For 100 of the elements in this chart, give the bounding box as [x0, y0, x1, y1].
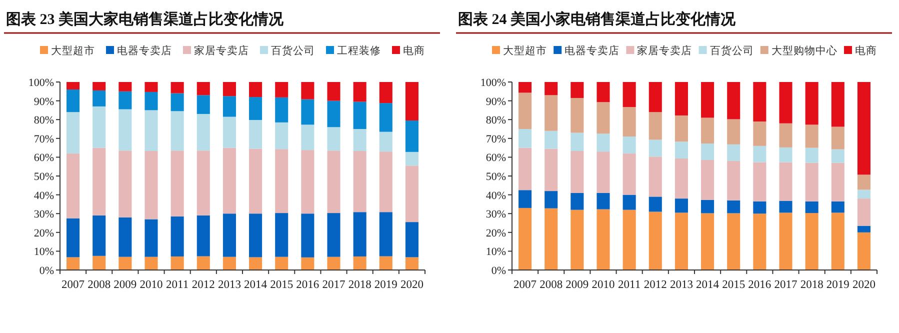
bar	[674, 198, 688, 213]
bar	[831, 201, 844, 213]
bar	[518, 92, 532, 129]
legend-label: 大型超市	[51, 44, 95, 57]
bar	[353, 256, 366, 270]
bar	[648, 82, 662, 112]
bar	[327, 256, 340, 270]
bar	[831, 162, 844, 202]
bar	[144, 219, 158, 257]
bar	[353, 212, 366, 256]
bar	[405, 222, 418, 258]
bar	[196, 150, 210, 216]
bar	[701, 160, 714, 200]
chart-title: 图表 24 美国小家电销售渠道占比变化情况	[458, 10, 736, 28]
bar	[66, 82, 80, 90]
bar	[405, 257, 418, 270]
bar	[170, 150, 184, 216]
x-tick-label: 2007	[514, 279, 537, 291]
bar	[674, 212, 688, 270]
bar	[674, 158, 688, 199]
bar	[727, 160, 740, 200]
y-tick-label: 90%	[34, 96, 54, 108]
y-tick-label: 60%	[34, 152, 54, 164]
bar	[596, 134, 610, 152]
bar	[249, 148, 262, 214]
y-tick-label: 60%	[486, 152, 506, 164]
bar	[118, 91, 132, 110]
bar	[275, 122, 288, 150]
bar	[805, 162, 818, 202]
y-tick-label: 80%	[34, 114, 54, 127]
bar	[275, 149, 288, 214]
y-tick-label: 70%	[486, 133, 506, 146]
x-tick-label: 2017	[322, 279, 346, 291]
bar	[570, 150, 584, 193]
bar	[753, 201, 766, 214]
bar	[831, 82, 844, 127]
bar	[301, 99, 314, 125]
bar	[518, 148, 532, 190]
bar	[327, 150, 340, 214]
x-tick-label: 2009	[114, 279, 137, 291]
bar	[857, 82, 870, 175]
bar	[596, 152, 610, 193]
bar	[596, 102, 610, 134]
bar	[405, 152, 418, 166]
bar	[753, 121, 766, 146]
bar	[222, 256, 236, 270]
bar	[674, 115, 688, 142]
x-tick-label: 2020	[852, 279, 876, 291]
x-tick-label: 2008	[540, 279, 563, 291]
bar	[92, 148, 106, 216]
bar	[327, 213, 340, 257]
bar	[275, 213, 288, 257]
bar	[301, 124, 314, 150]
y-tick-label: 40%	[34, 190, 54, 202]
bar	[779, 200, 792, 213]
x-tick-label: 2010	[140, 279, 163, 291]
legend-label: 电商	[403, 44, 425, 57]
bar	[249, 257, 262, 270]
bar	[544, 95, 558, 131]
x-tick-label: 2008	[88, 279, 111, 291]
legend-label: 电商	[855, 44, 877, 57]
bar	[544, 82, 558, 96]
x-tick-label: 2012	[192, 279, 216, 291]
bar	[518, 129, 532, 148]
bar	[92, 256, 106, 270]
bar	[275, 256, 288, 270]
bar	[622, 210, 636, 270]
bar	[379, 212, 392, 256]
bar	[727, 213, 740, 270]
bar	[596, 82, 610, 102]
bar	[805, 82, 818, 125]
bar	[92, 215, 106, 256]
chart-title: 图表 23 美国大家电销售渠道占比变化情况	[6, 10, 284, 28]
bar	[353, 102, 366, 129]
bar	[701, 200, 714, 214]
bar	[648, 112, 662, 140]
bar	[118, 82, 132, 92]
bar	[570, 132, 584, 151]
legend-label: 家居专卖店	[194, 44, 249, 57]
bar	[622, 82, 636, 108]
legend-label: 电器专卖店	[117, 44, 172, 57]
bar	[66, 90, 80, 112]
bar	[701, 82, 714, 118]
y-tick-label: 30%	[486, 208, 506, 221]
bar	[648, 196, 662, 212]
bar	[118, 217, 132, 257]
y-tick-label: 20%	[486, 227, 506, 240]
bar	[196, 215, 210, 256]
bar	[518, 82, 532, 93]
y-tick-label: 50%	[486, 171, 506, 183]
bar	[275, 97, 288, 122]
y-tick-label: 90%	[486, 96, 506, 108]
x-tick-label: 2013	[670, 279, 694, 291]
y-tick-label: 10%	[486, 246, 506, 258]
bar	[301, 257, 314, 270]
y-tick-label: 100%	[480, 77, 506, 89]
bar	[222, 214, 236, 257]
bar	[353, 150, 366, 212]
bar	[66, 112, 80, 154]
y-tick-label: 0%	[39, 265, 54, 277]
